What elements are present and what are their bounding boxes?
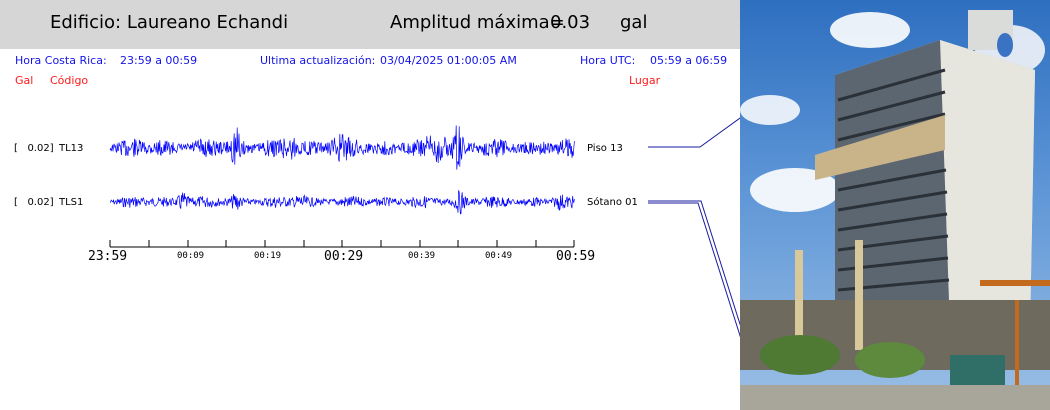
trace-1-amplitude: [ 0.02] (14, 143, 54, 154)
code-column-header: Código (50, 74, 89, 87)
cr-time-label: Hora Costa Rica: (15, 54, 107, 67)
trace-1-waveform (109, 125, 575, 170)
place-column-header: Lugar (629, 74, 661, 87)
max-amplitude-value: 0.03 (550, 12, 591, 33)
trace-2-code: TLS1 (59, 197, 84, 208)
update-label: Ultima actualización: (260, 54, 376, 67)
max-amplitude-label: Amplitud máxima= (390, 12, 565, 33)
gal-column-header: Gal (15, 74, 34, 87)
update-value: 03/04/2025 01:00:05 AM (380, 54, 517, 67)
trace-2-place: Sótano 01 (587, 197, 638, 208)
tick-label: 00:39 (408, 251, 436, 261)
tick-label-start: 23:59 (88, 249, 128, 264)
utc-time-range: 05:59 a 06:59 (650, 54, 728, 67)
trace-2-amplitude: [ 0.02] (14, 197, 54, 208)
time-axis (109, 240, 575, 248)
trace-1-code: TL13 (59, 143, 84, 154)
utc-time-label: Hora UTC: (580, 54, 636, 67)
tick-label: 00:49 (485, 251, 513, 261)
tick-label-mid: 00:29 (324, 249, 364, 264)
max-amplitude-unit: gal (620, 12, 648, 33)
tick-label: 00:09 (177, 251, 205, 261)
header-bar: Edificio: Laureano Echandi Amplitud máxi… (0, 0, 740, 49)
building-title: Edificio: Laureano Echandi (50, 12, 289, 33)
tick-label: 00:19 (254, 251, 282, 261)
tick-label-end: 00:59 (556, 249, 596, 264)
trace-2-waveform (109, 190, 575, 215)
trace-1-place: Piso 13 (587, 143, 623, 154)
building-photo (740, 0, 1050, 410)
cr-time-range: 23:59 a 00:59 (120, 54, 198, 67)
